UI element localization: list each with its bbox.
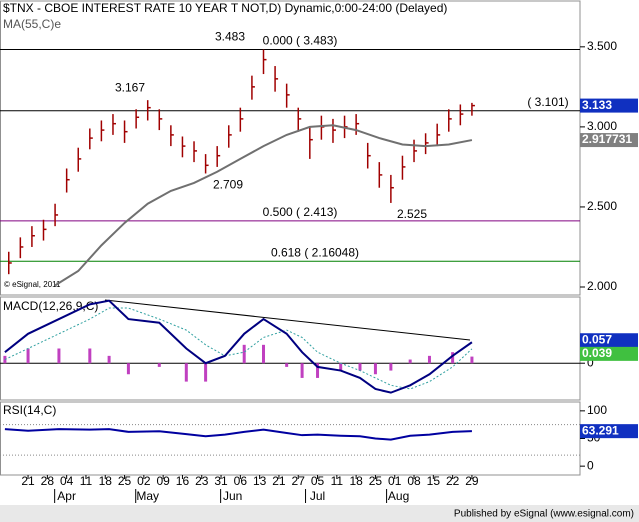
- histogram-bar: [184, 363, 188, 382]
- rsi-title: RSI(14,C): [3, 403, 56, 417]
- histogram-bar: [204, 363, 208, 382]
- x-tick-label: 31: [214, 474, 228, 488]
- x-tick-label: 18: [99, 474, 113, 488]
- histogram-bar: [107, 355, 111, 364]
- price-annotation: 2.525: [397, 207, 427, 221]
- price-annotation: 2.709: [213, 178, 243, 192]
- y-tick-label: 2.000: [587, 279, 617, 293]
- histogram-bar: [339, 363, 343, 371]
- histogram-bar: [126, 363, 130, 375]
- x-tick-label: 15: [427, 474, 441, 488]
- x-tick-label: 18: [349, 474, 363, 488]
- level-label: 0.000 ( 3.483): [263, 34, 338, 48]
- ma-value: 2.917731: [582, 132, 632, 146]
- x-tick-label: 01: [388, 474, 402, 488]
- x-tick-label: 22: [446, 474, 460, 488]
- histogram-bar: [373, 363, 377, 375]
- x-tick-label: 21: [21, 474, 35, 488]
- level-label: ( 3.101): [527, 95, 568, 109]
- x-tick-label: 25: [118, 474, 132, 488]
- histogram-bar: [300, 363, 304, 378]
- month-label: May: [136, 489, 159, 503]
- x-tick-label: 05: [311, 474, 325, 488]
- x-tick-label: 28: [41, 474, 55, 488]
- histogram-bar: [316, 363, 320, 378]
- histogram-bar: [408, 359, 412, 364]
- month-label: Jul: [310, 489, 325, 503]
- histogram-bar: [157, 363, 161, 367]
- footer: Published by eSignal (www.esignal.com): [454, 509, 634, 520]
- copyright: © eSignal, 2011: [4, 280, 61, 289]
- level-label: 0.618 ( 2.16048): [271, 245, 359, 259]
- level-label: 0.500 ( 2.413): [263, 205, 338, 219]
- x-tick-label: 11: [331, 474, 344, 488]
- month-label: Aug: [388, 489, 409, 503]
- price-annotation: 3.483: [215, 30, 245, 44]
- histogram-bar: [285, 363, 289, 367]
- x-tick-label: 09: [156, 474, 170, 488]
- y-tick-label: 0: [587, 355, 594, 369]
- x-tick-label: 21: [272, 474, 286, 488]
- macd-value-box: [580, 333, 638, 348]
- histogram-bar: [57, 348, 61, 364]
- footer-bar: [0, 505, 639, 522]
- x-tick-label: 16: [176, 474, 190, 488]
- rsi-line: [4, 428, 472, 441]
- x-tick-label: 04: [60, 474, 74, 488]
- histogram-bar: [88, 348, 92, 364]
- x-tick-label: 25: [369, 474, 383, 488]
- price-panel: [0, 0, 581, 296]
- x-tick-label: 11: [80, 474, 93, 488]
- histogram-bar: [389, 363, 393, 371]
- macd-line: [4, 299, 473, 394]
- macd-value: 0.057: [582, 332, 612, 346]
- macd-trendline: [104, 299, 471, 341]
- last-price: 3.133: [582, 98, 612, 112]
- rsi-value: 63.291: [582, 423, 619, 437]
- x-tick-label: 29: [465, 474, 479, 488]
- histogram-bar: [242, 344, 246, 364]
- y-tick-label: 0: [587, 458, 594, 472]
- x-tick-label: 02: [137, 474, 151, 488]
- histogram-bar: [358, 363, 362, 371]
- signal-value-box: [580, 346, 638, 361]
- y-tick-label: 2.500: [587, 199, 617, 213]
- rsi-value-box: [580, 424, 638, 439]
- y-tick-label: 3.500: [587, 39, 617, 53]
- signal-line: [4, 307, 473, 390]
- x-tick-label: 13: [253, 474, 267, 488]
- x-tick-label: 06: [234, 474, 248, 488]
- ma-value-box: [580, 133, 638, 148]
- signal-value: 0.039: [582, 346, 612, 360]
- histogram-bar: [262, 344, 266, 364]
- histogram-bar: [451, 352, 455, 364]
- chart-title: $TNX - CBOE INTEREST RATE 10 YEAR T NOT,…: [3, 1, 447, 15]
- last-price-box: [580, 98, 638, 113]
- price-annotation: 3.167: [115, 80, 145, 94]
- histogram-bar: [427, 355, 431, 364]
- macd-title: MACD(12,26,9,C): [3, 299, 98, 313]
- ma-line: [54, 124, 473, 287]
- histogram-bar: [470, 356, 474, 364]
- y-tick-label: 3.000: [587, 119, 617, 133]
- x-tick-label: 23: [195, 474, 209, 488]
- month-label: Apr: [57, 489, 76, 503]
- y-tick-label: 100: [587, 403, 607, 417]
- month-label: Jun: [223, 489, 242, 503]
- x-tick-label: 27: [292, 474, 306, 488]
- histogram-bar: [26, 348, 30, 364]
- x-tick-label: 08: [407, 474, 421, 488]
- ma-legend: MA(55,C)e: [3, 17, 61, 31]
